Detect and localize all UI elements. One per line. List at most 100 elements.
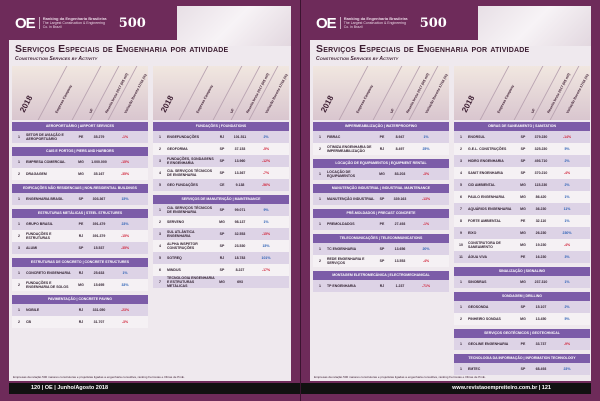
revenue-cell: 18.783 bbox=[234, 256, 246, 260]
table-row: 1 Enorsul SP 379.230 -14% bbox=[454, 131, 590, 143]
header-decoration bbox=[171, 6, 291, 46]
state-cell: RJ bbox=[78, 234, 84, 238]
state-cell: SP bbox=[219, 208, 225, 212]
revenue-cell: 493.710 bbox=[534, 159, 548, 163]
header-year: 2018 bbox=[319, 94, 336, 114]
change-cell: -15% bbox=[261, 232, 271, 236]
change-cell: 9% bbox=[263, 208, 269, 212]
section-title: Montagem Eletromecânica | Electromechani… bbox=[313, 271, 449, 280]
state-cell: RJ bbox=[78, 320, 84, 324]
magazine-header: OE Ranking da Engenharia Brasileira The La… bbox=[9, 6, 177, 40]
table-row: 1 Sinobras MG 237.310 1% bbox=[454, 276, 590, 288]
table-row: 2 Pinheiro Sondas MG 13.450 5% bbox=[454, 313, 590, 325]
rank-cell: 5 bbox=[159, 256, 161, 260]
state-cell: MG bbox=[520, 207, 526, 211]
company-cell: Grupo Brasil bbox=[26, 222, 53, 226]
table-header: 2018 Empresa Company UF Receita bruta 2017 … bbox=[313, 66, 449, 120]
table-row: 1 Empresa Comercial MG 1.000.000 -15% bbox=[12, 156, 148, 168]
ranking-label: Ranking da Engenharia Brasileira The Larg… bbox=[339, 17, 410, 29]
table-row: 6 Mindus SP 8.227 -17% bbox=[153, 264, 289, 276]
change-cell: 2% bbox=[263, 135, 269, 139]
table-header: 2018 Empresa Company UF Receita bruta 2017 … bbox=[153, 66, 289, 120]
ranking-subtitle: The Largest Construction & Engineering C… bbox=[343, 21, 406, 29]
footnote: Empresas da relação 500 maiores construt… bbox=[314, 375, 486, 379]
ranking-section: Locação de Equipamentos | Equipment Rent… bbox=[313, 159, 449, 180]
change-cell: 2% bbox=[564, 305, 570, 309]
company-cell: Sanit Engenharia bbox=[468, 171, 504, 175]
500-badge-logo: 500 bbox=[419, 15, 447, 31]
ranking-section: Fundações | Foundations 1 Engefundações RJ 1… bbox=[153, 122, 289, 191]
page-subtitle: Construction Services by Activity bbox=[316, 56, 399, 62]
company-cell: Geo Fundações bbox=[167, 183, 198, 187]
change-cell: 1% bbox=[122, 271, 128, 275]
company-cell: CB bbox=[26, 320, 32, 324]
company-cell: Aquários Engenharia bbox=[468, 207, 512, 211]
rank-cell: 11 bbox=[459, 255, 463, 259]
state-cell: SP bbox=[219, 244, 225, 248]
rank-cell: 4 bbox=[159, 171, 161, 175]
change-cell: -9% bbox=[563, 342, 571, 346]
state-cell: MG bbox=[520, 231, 526, 235]
state-cell: MG bbox=[78, 172, 84, 176]
table-row: 2 G.E.L. Construções SP 325.230 5% bbox=[454, 143, 590, 155]
section-title: Pavimentação | Concrete Paving bbox=[12, 295, 148, 304]
rank-cell: 1 bbox=[18, 160, 20, 164]
state-cell: MG bbox=[520, 195, 526, 199]
rank-cell: 2 bbox=[319, 147, 321, 151]
header-year: 2018 bbox=[460, 94, 477, 114]
revenue-cell: 98.137 bbox=[234, 220, 246, 224]
ranking-section: Pavimentação | Concrete Paving 1 Nobile RJ 3… bbox=[12, 295, 148, 328]
company-cell: G.E.L. Construções bbox=[468, 147, 507, 151]
rank-cell: 7 bbox=[460, 207, 462, 211]
state-cell: SP bbox=[520, 135, 526, 139]
change-cell: -3% bbox=[121, 320, 129, 324]
state-cell: MG bbox=[78, 283, 84, 287]
rank-cell: 5 bbox=[159, 183, 161, 187]
table-row: 7 Aquários Engenharia MG 36.230 11% bbox=[454, 203, 590, 215]
revenue-cell: 9.138 bbox=[235, 183, 245, 187]
table-row: 4 Cia. Serviços Técnicos de Engenharia SP 1… bbox=[153, 167, 289, 179]
rank-cell: 4 bbox=[460, 171, 462, 175]
page-body: OE Ranking da Engenharia Brasileira The La… bbox=[310, 6, 591, 381]
header-col-change: Variação Receita 17/16 (%) bbox=[424, 73, 449, 114]
table-row: 11 Água Viva PE 16.230 3% bbox=[454, 251, 590, 263]
ranking-subtitle: The Largest Construction & Engineering C… bbox=[42, 21, 105, 29]
revenue-cell: 237.310 bbox=[534, 280, 548, 284]
section-title: Estruturas de Concreto | Concrete Struct… bbox=[12, 258, 148, 267]
table-row: 1 Grupo Brasil PE 391.479 23% bbox=[12, 218, 148, 230]
company-cell: TC Engenharia bbox=[327, 247, 357, 251]
change-cell: 11% bbox=[563, 207, 571, 211]
magazine-header: OE Ranking da Engenharia Brasileira The La… bbox=[310, 6, 478, 40]
company-cell: Enorsul bbox=[468, 135, 486, 139]
revenue-cell: 331.050 bbox=[92, 308, 106, 312]
rank-cell: 1 bbox=[460, 305, 462, 309]
company-cell: Fundações e Estruturas bbox=[26, 232, 52, 240]
page-title: Serviços Especiais de Engenharia por ati… bbox=[15, 43, 229, 55]
company-cell: Paulo Engenharia bbox=[468, 195, 505, 199]
change-cell: -4% bbox=[422, 259, 430, 263]
header-col-change: Variação Receita 17/16 (%) bbox=[565, 73, 590, 114]
table-row: 5 Sotreq RJ 18.783 101% bbox=[153, 252, 289, 264]
header-col-company: Empresa Company bbox=[54, 84, 73, 114]
section-title: Cais e Portos | Piers and Harbors bbox=[12, 147, 148, 156]
state-cell: SP bbox=[219, 232, 225, 236]
change-cell: 1% bbox=[564, 219, 570, 223]
company-cell: Engefundações bbox=[167, 135, 200, 139]
change-cell: 23% bbox=[121, 222, 129, 226]
revenue-cell: 83.203 bbox=[394, 172, 406, 176]
company-cell: Cia. Serviços Técnicos de Engenharia bbox=[167, 206, 213, 214]
change-cell: -1% bbox=[422, 222, 430, 226]
section-title: Edificações Não Residenciais | Non-Resid… bbox=[12, 184, 148, 193]
ranking-column: 2018 Empresa Company UF Receita bruta 2017 … bbox=[454, 66, 590, 379]
table-row: 2 Fundações e Engenharia de Solos MG 15.695… bbox=[12, 279, 148, 291]
change-cell: 5% bbox=[564, 317, 570, 321]
table-row: 5 Geo Fundações CE 9.138 -56% bbox=[153, 179, 289, 191]
rank-cell: 2 bbox=[159, 147, 161, 151]
table-row: 9 Eixo MG 26.230 230% bbox=[454, 227, 590, 239]
company-cell: Mindus bbox=[167, 268, 181, 272]
revenue-cell: 25.633 bbox=[93, 271, 105, 275]
ranking-section: Estruturas Metálicas | Steel Structures 1… bbox=[12, 209, 148, 254]
table-row: 1 Concreto Engenharia RJ 25.633 1% bbox=[12, 267, 148, 279]
header-divider bbox=[372, 66, 403, 120]
company-cell: Sinobras bbox=[468, 280, 487, 284]
